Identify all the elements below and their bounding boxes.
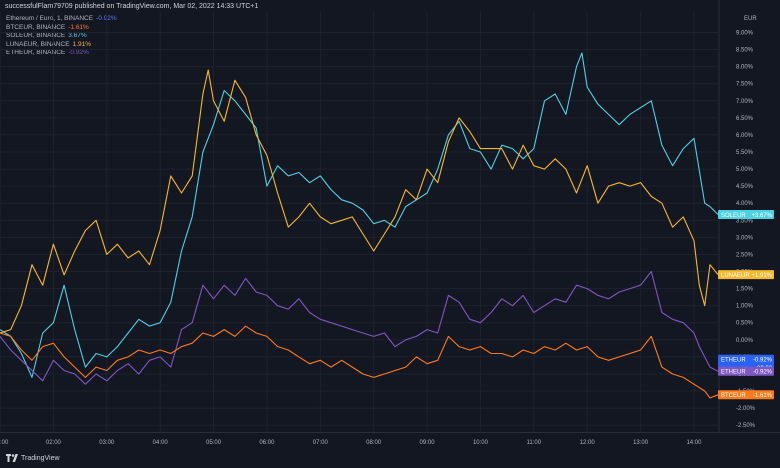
y-tick-label: 7.50% — [736, 82, 754, 88]
price-tag-name: SOLEUR — [721, 213, 746, 219]
price-tag-bg — [718, 270, 774, 280]
x-tick-label: 06:00 — [259, 440, 275, 446]
price-tag-name: BTCEUR — [721, 393, 746, 399]
series-line-lunaeur[interactable] — [0, 69, 719, 334]
tradingview-logo[interactable]: TradingView — [6, 454, 60, 462]
legend-row-etheur[interactable]: ETHEUR, BINANCE -0.92% — [6, 49, 117, 58]
price-tag-bg — [718, 209, 774, 219]
legend-label: LUNAEUR, BINANCE — [6, 40, 70, 48]
x-tick-label: 14:00 — [686, 440, 702, 446]
x-tick-label: 02:00 — [46, 440, 62, 446]
x-tick-label: 08:00 — [366, 440, 382, 446]
y-tick-label: 7.00% — [736, 99, 754, 105]
y-tick-label: 3.50% — [736, 218, 754, 224]
x-tick-label: 13:00 — [633, 440, 649, 446]
grid — [0, 12, 718, 432]
series-line-etheur[interactable] — [0, 270, 719, 385]
y-tick-label: 0.00% — [736, 338, 754, 344]
y-tick-label: 0.50% — [736, 321, 754, 327]
y-tick-label: -2.50% — [736, 423, 756, 429]
price-tag-value: -0.92% — [753, 358, 773, 364]
y-tick-label: 1.00% — [736, 304, 754, 310]
tradingview-icon — [6, 454, 18, 462]
legend-label: Ethereum / Euro, 1, BINANCE — [6, 15, 94, 22]
y-tick-label: 4.50% — [736, 184, 754, 190]
y-tick-label: 9.00% — [736, 30, 754, 36]
y-tick-label: 6.00% — [736, 133, 754, 139]
legend-change: 1.91% — [72, 40, 92, 48]
x-tick-label: :00 — [0, 440, 9, 446]
legend-label: ETHEUR, BINANCE — [6, 49, 66, 57]
price-tag-etheur: ETHEUR -0.92% — [718, 366, 774, 376]
y-tick-label: 1.50% — [736, 287, 754, 293]
price-tag-soleur: SOLEUR +3.67% — [718, 209, 774, 219]
series-line-btceur[interactable] — [0, 325, 719, 399]
price-tag-btceur: BTCEUR -1.61% — [718, 390, 774, 400]
legend-row-btceur[interactable]: BTCEUR, BINANCE -1.61% — [6, 24, 117, 33]
price-tag-bg — [718, 390, 774, 400]
x-tick-label: 11:00 — [527, 440, 542, 446]
price-tag-value: -0.92% — [753, 370, 773, 376]
legend-change: -0.92% — [68, 49, 89, 57]
price-tag-value: +1.91% — [751, 273, 772, 279]
x-tick-label: 05:00 — [206, 440, 222, 446]
footer: TradingView — [0, 450, 780, 468]
y-tick-label: -2.00% — [736, 406, 756, 412]
y-tick-label: 6.50% — [736, 116, 754, 122]
x-tick-label: 04:00 — [153, 440, 169, 446]
publish-header: successfulFlam79709 published on Trading… — [5, 3, 259, 10]
legend-row-soleur[interactable]: SOLEUR, BINANCE 3.67% — [6, 32, 117, 41]
price-tag-bg — [718, 366, 774, 376]
price-tag-lunaeur: LUNAEUR +1.91% — [718, 270, 774, 280]
x-tick-label: 10:00 — [473, 440, 489, 446]
x-tick-label: 03:00 — [99, 440, 115, 446]
x-tick-label: 09:00 — [420, 440, 436, 446]
price-tag-value: +3.67% — [751, 213, 772, 219]
y-tick-label: 8.00% — [736, 65, 754, 71]
x-tick-label: 12:00 — [580, 440, 596, 446]
price-tag-name: LUNAEUR — [721, 273, 750, 279]
series-line-soleur[interactable] — [0, 52, 719, 378]
legend-label: BTCEUR, BINANCE — [6, 23, 66, 31]
y-tick-label: 3.00% — [736, 235, 754, 241]
brand-name: TradingView — [21, 454, 60, 462]
y-tick-label: 2.50% — [736, 252, 754, 258]
y-unit-label: EUR — [744, 16, 757, 22]
legend-label: SOLEUR, BINANCE — [6, 32, 66, 40]
price-tag-name: ETHEUR — [721, 358, 746, 364]
legend-change: 3.67% — [68, 32, 87, 40]
y-tick-label: 4.00% — [736, 201, 754, 207]
x-tick-label: 07:00 — [313, 440, 329, 446]
y-tick-label: 5.00% — [736, 167, 754, 173]
price-tag-value: -1.61% — [753, 393, 773, 399]
y-tick-label: 8.50% — [736, 48, 754, 54]
y-tick-label: 5.50% — [736, 150, 754, 156]
price-tag-name: ETHEUR — [721, 370, 746, 376]
legend-row-lunaeur[interactable]: LUNAEUR, BINANCE 1.91% — [6, 41, 117, 50]
legend-change: -1.61% — [68, 23, 89, 31]
